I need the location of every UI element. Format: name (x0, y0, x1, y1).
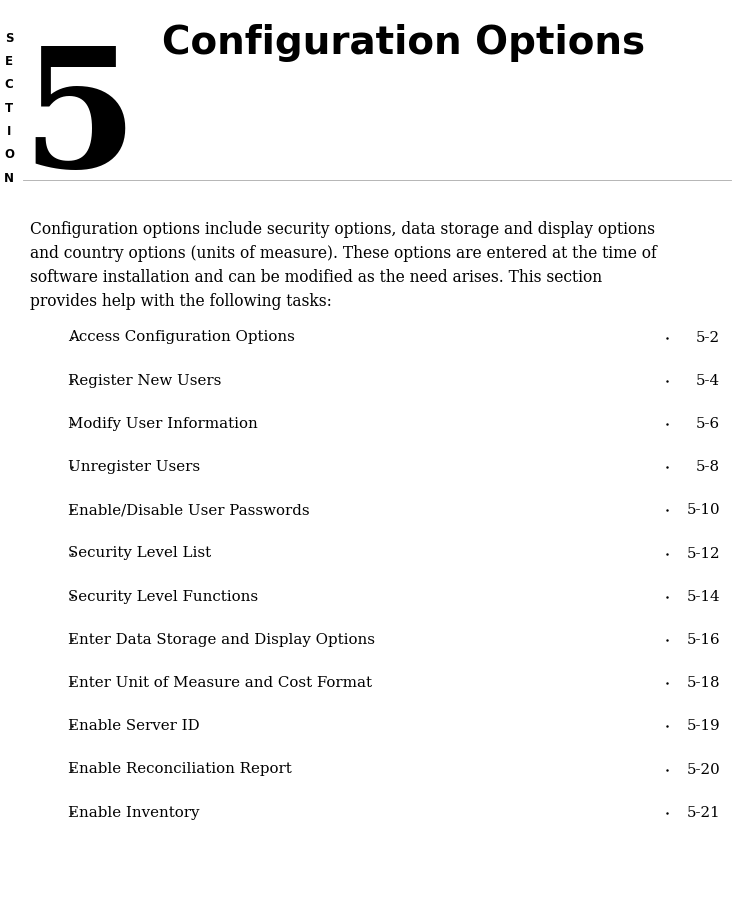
Text: I: I (7, 125, 11, 138)
Text: 5-19: 5-19 (686, 719, 720, 733)
Text: 5-21: 5-21 (686, 806, 720, 820)
Text: E: E (5, 55, 13, 68)
Text: Enter Unit of Measure and Cost Format: Enter Unit of Measure and Cost Format (68, 676, 372, 690)
Text: N: N (4, 172, 14, 184)
Text: C: C (5, 78, 14, 91)
Text: 5: 5 (21, 40, 137, 202)
Text: Unregister Users: Unregister Users (68, 460, 200, 474)
Text: 5-4: 5-4 (696, 374, 720, 388)
Text: Access Configuration Options: Access Configuration Options (68, 330, 295, 345)
Text: 5-10: 5-10 (686, 503, 720, 517)
Text: 5-6: 5-6 (696, 417, 720, 431)
Text: Modify User Information: Modify User Information (68, 417, 258, 431)
Text: 5-20: 5-20 (686, 762, 720, 777)
Text: T: T (5, 102, 13, 114)
Text: Configuration Options: Configuration Options (162, 24, 645, 62)
Text: Enable Server ID: Enable Server ID (68, 719, 200, 733)
Text: Configuration options include security options, data storage and display options: Configuration options include security o… (30, 220, 657, 310)
Text: 5-14: 5-14 (686, 590, 720, 604)
Text: Security Level Functions: Security Level Functions (68, 590, 258, 604)
Text: Enable Inventory: Enable Inventory (68, 806, 199, 820)
Text: Enter Data Storage and Display Options: Enter Data Storage and Display Options (68, 633, 375, 647)
Text: Security Level List: Security Level List (68, 546, 211, 561)
Text: Enable Reconciliation Report: Enable Reconciliation Report (68, 762, 292, 777)
Text: Enable/Disable User Passwords: Enable/Disable User Passwords (68, 503, 309, 517)
Text: S: S (5, 32, 14, 44)
Text: 5-16: 5-16 (686, 633, 720, 647)
Text: 5-12: 5-12 (686, 546, 720, 561)
Text: 5-8: 5-8 (696, 460, 720, 474)
Text: 5-18: 5-18 (686, 676, 720, 690)
Text: Register New Users: Register New Users (68, 374, 221, 388)
Text: O: O (4, 148, 14, 161)
Text: 5-2: 5-2 (696, 330, 720, 345)
